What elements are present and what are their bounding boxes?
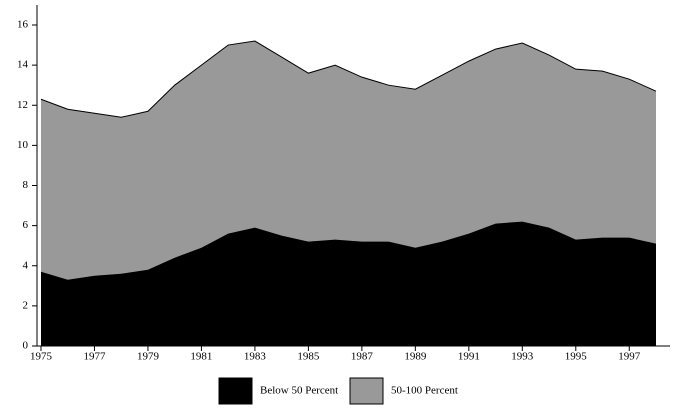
area [41, 41, 656, 280]
legend-swatch [349, 377, 384, 405]
y-tick-label: 0 [23, 340, 29, 352]
y-tick-label: 14 [17, 59, 29, 71]
y-tick-label: 6 [23, 219, 29, 231]
y-tick-label: 16 [17, 19, 29, 31]
y-tick-label: 4 [23, 259, 29, 271]
area [41, 221, 656, 346]
y-tick-label: 8 [23, 179, 29, 191]
legend-swatch [218, 377, 253, 405]
x-tick-label: 1991 [458, 351, 480, 363]
x-tick-label: 1981 [190, 351, 212, 363]
x-tick-label: 1997 [618, 351, 641, 363]
area-outline [40, 40, 657, 118]
x-tick-label: 1975 [30, 351, 53, 363]
x-tick-label: 1985 [297, 351, 320, 363]
y-tick-label: 10 [17, 139, 29, 151]
x-tick-label: 1979 [137, 351, 160, 363]
x-tick-label: 1983 [244, 351, 267, 363]
legend-label: Below 50 Percent [260, 385, 338, 397]
y-tick-label: 12 [17, 99, 28, 111]
legend-label: 50-100 Percent [391, 385, 458, 397]
x-tick-label: 1989 [404, 351, 427, 363]
x-tick-label: 1993 [511, 351, 534, 363]
y-tick-label: 2 [23, 299, 29, 311]
x-tick-label: 1987 [351, 351, 374, 363]
x-tick-label: 1977 [83, 351, 106, 363]
x-tick-label: 1995 [565, 351, 588, 363]
